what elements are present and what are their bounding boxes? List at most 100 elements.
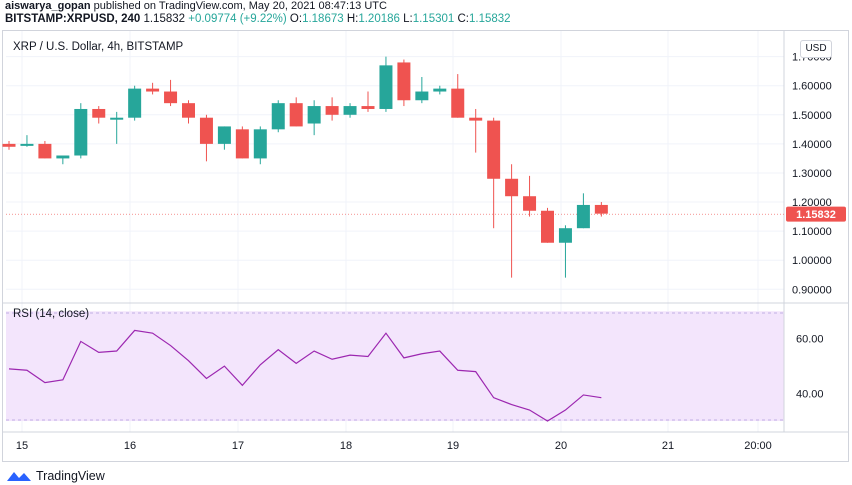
- price-axis-ticks: 1.700001.600001.500001.400001.300001.200…: [792, 52, 832, 297]
- candle[interactable]: [433, 85, 447, 95]
- currency-button[interactable]: USD: [800, 40, 832, 58]
- rsi-axis-ticks: 60.00 40.00: [796, 334, 824, 401]
- candle[interactable]: [594, 202, 608, 217]
- last-price-badge: 1.15832: [786, 206, 846, 222]
- time-axis-ticks: 15 16 17 18 19 20 21 20:00: [16, 440, 772, 452]
- candle-body: [2, 143, 16, 147]
- candle[interactable]: [217, 126, 231, 150]
- candle-body: [235, 129, 249, 159]
- candle[interactable]: [38, 140, 52, 159]
- candle[interactable]: [2, 140, 16, 150]
- price-tick-label: 1.50000: [792, 110, 832, 122]
- candle-body: [199, 117, 213, 144]
- time-tick-label: 20:00: [744, 440, 772, 452]
- candle-body: [397, 62, 411, 101]
- candles: [2, 56, 608, 278]
- candle[interactable]: [74, 103, 88, 159]
- price-tick-label: 1.20000: [792, 197, 832, 209]
- chart-frame: [2, 30, 849, 462]
- candle-body: [415, 91, 429, 101]
- quote-line: BITSTAMP:XRPUSD, 240 1.15832 +0.09774 (+…: [5, 12, 511, 26]
- candle[interactable]: [558, 225, 572, 278]
- candle-body: [128, 88, 142, 118]
- publisher-line: aiswarya_gopan published on TradingView.…: [5, 0, 387, 12]
- candle[interactable]: [56, 155, 70, 165]
- candle[interactable]: [92, 106, 106, 124]
- candle[interactable]: [325, 97, 339, 121]
- price-tick-label: 0.90000: [792, 284, 832, 296]
- change-value: +0.09774 (+9.22%): [188, 13, 287, 25]
- candle-body: [38, 143, 52, 159]
- candle[interactable]: [343, 103, 357, 118]
- published-text: published on TradingView.com, May 20, 20…: [93, 0, 387, 12]
- price-tick-label: 1.40000: [792, 139, 832, 151]
- brand-label: TradingView: [36, 469, 105, 483]
- rsi-line: [8, 329, 602, 422]
- symbol-label: BITSTAMP:XRPUSD, 240: [5, 13, 141, 25]
- candle[interactable]: [361, 91, 375, 112]
- candle[interactable]: [379, 56, 393, 112]
- candle[interactable]: [110, 111, 124, 144]
- candle-body: [505, 178, 519, 197]
- candle[interactable]: [289, 97, 303, 127]
- candle[interactable]: [253, 126, 267, 165]
- last-price-badge-box: [786, 206, 846, 222]
- candle[interactable]: [307, 100, 321, 136]
- candle-body: [469, 117, 483, 121]
- candle[interactable]: [469, 108, 483, 153]
- candle[interactable]: [164, 79, 178, 107]
- candle-body: [289, 103, 303, 127]
- candle-body: [343, 106, 357, 115]
- candle-body: [74, 108, 88, 156]
- last-price: 1.15832: [143, 13, 186, 25]
- candle-body: [558, 228, 572, 243]
- open-label: O:: [289, 13, 303, 25]
- candle-body: [92, 108, 106, 118]
- time-tick-label: 19: [447, 440, 459, 452]
- tradingview-logo-icon: [7, 472, 31, 481]
- high-value: 1.20186: [358, 13, 400, 25]
- candle[interactable]: [505, 164, 519, 278]
- close-value: 1.15832: [469, 13, 511, 25]
- candle-body: [576, 204, 590, 229]
- open-value: 1.18673: [302, 13, 344, 25]
- last-price-badge-text: 1.15832: [796, 209, 836, 221]
- candle[interactable]: [541, 207, 554, 243]
- candle[interactable]: [271, 100, 285, 133]
- candle[interactable]: [415, 76, 429, 104]
- candle-body: [594, 204, 608, 214]
- time-tick-label: 21: [662, 440, 674, 452]
- candle-body: [56, 155, 70, 159]
- author-name[interactable]: aiswarya_gopan: [5, 0, 91, 12]
- low-label: L:: [403, 13, 413, 25]
- candle-body: [146, 88, 160, 92]
- candle[interactable]: [397, 59, 411, 107]
- price-tick-label: 1.00000: [792, 255, 832, 267]
- candle[interactable]: [20, 135, 34, 147]
- candle-body: [541, 210, 554, 243]
- candle-body: [379, 65, 393, 109]
- candle-body: [307, 106, 321, 124]
- candle[interactable]: [235, 126, 249, 159]
- candle-body: [271, 103, 285, 130]
- chart-title: XRP / U.S. Dollar, 4h, BITSTAMP: [13, 41, 184, 53]
- candle[interactable]: [199, 114, 213, 162]
- time-tick-label: 16: [124, 440, 136, 452]
- candle[interactable]: [576, 193, 590, 229]
- candle-body: [182, 103, 195, 118]
- price-tick-label: 1.30000: [792, 168, 832, 180]
- rsi-tick-label: 60.00: [796, 334, 824, 346]
- candle[interactable]: [182, 100, 195, 124]
- price-tick-label: 1.10000: [792, 226, 832, 238]
- candle-body: [253, 129, 267, 159]
- time-tick-label: 18: [340, 440, 352, 452]
- footer-brand[interactable]: TradingView: [6, 467, 105, 485]
- candle[interactable]: [146, 82, 160, 95]
- candle[interactable]: [451, 74, 465, 118]
- candle[interactable]: [487, 117, 501, 229]
- rsi-title: RSI (14, close): [13, 308, 90, 320]
- price-tick-label: 1.60000: [792, 81, 832, 93]
- candle[interactable]: [128, 85, 142, 121]
- candle[interactable]: [523, 175, 537, 217]
